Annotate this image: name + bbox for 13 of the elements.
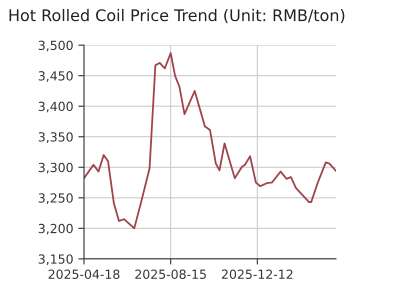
y-tick-label: 3,450 — [38, 71, 73, 82]
chart-title: Hot Rolled Coil Price Trend (Unit: RMB/ton) — [10, 8, 344, 24]
y-tick-label: 3,300 — [38, 162, 73, 174]
x-tick-label: 2025-12-12 — [222, 269, 292, 279]
y-tick-label: 3,250 — [38, 193, 73, 204]
y-tick-label: 3,150 — [38, 254, 73, 266]
x-tick-label: 2025-04-18 — [48, 269, 120, 279]
x-tick-label: 2025-08-15 — [135, 269, 206, 279]
y-tick-label: 3,500 — [38, 40, 73, 52]
y-tick-label: 3,350 — [38, 132, 73, 143]
y-tick-label: 3,400 — [38, 102, 73, 112]
y-tick-label: 3,200 — [38, 224, 73, 235]
line-series — [84, 52, 336, 230]
